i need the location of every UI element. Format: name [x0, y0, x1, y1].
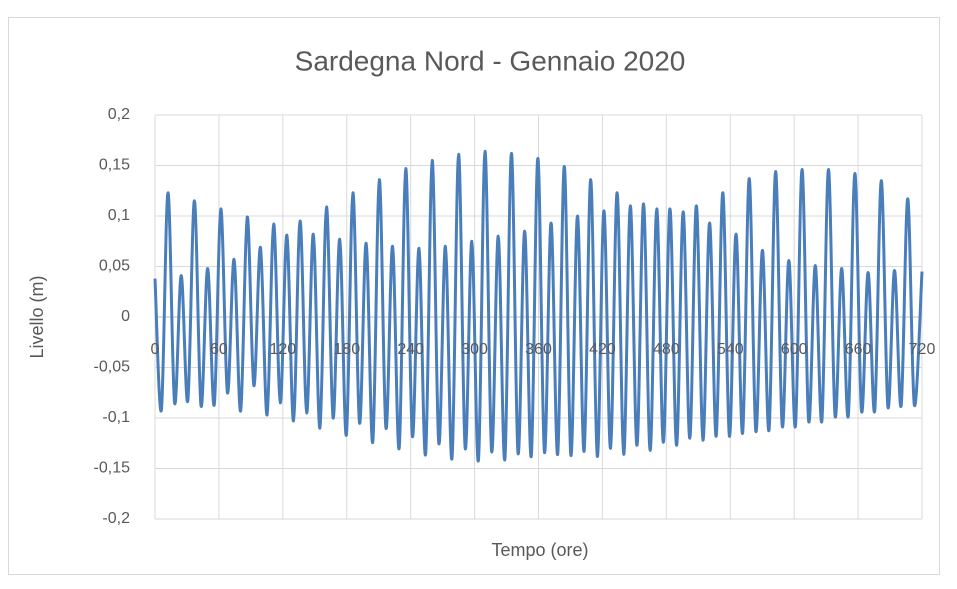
chart-title: Sardegna Nord - Gennaio 2020 [295, 45, 686, 76]
y-axis-title: Livello (m) [27, 275, 47, 358]
y-tick-label: -0,15 [94, 460, 131, 477]
x-axis-title: Tempo (ore) [491, 540, 588, 560]
y-tick-label: -0,1 [102, 409, 130, 426]
x-tick-label: 180 [333, 341, 360, 358]
x-tick-label: 540 [717, 341, 744, 358]
y-tick-label: 0,2 [108, 106, 130, 123]
x-tick-label: 300 [461, 341, 488, 358]
x-tick-label: 60 [210, 341, 228, 358]
x-tick-label: 660 [845, 341, 872, 358]
y-tick-label: 0,05 [99, 258, 130, 275]
x-tick-label: 720 [909, 341, 936, 358]
y-tick-label: -0,05 [94, 359, 131, 376]
data-line [153, 149, 924, 462]
x-tick-label: 240 [397, 341, 424, 358]
x-tick-label: 480 [653, 341, 680, 358]
y-tick-label: -0,2 [102, 510, 130, 527]
x-tick-label: 600 [781, 341, 808, 358]
y-tick-label: 0,1 [108, 207, 130, 224]
y-tick-label: 0,15 [99, 157, 130, 174]
x-tick-label: 360 [525, 341, 552, 358]
x-tick-label: 120 [269, 341, 296, 358]
y-tick-label: 0 [121, 308, 130, 325]
x-tick-label: 420 [589, 341, 616, 358]
x-tick-label: 0 [151, 341, 160, 358]
